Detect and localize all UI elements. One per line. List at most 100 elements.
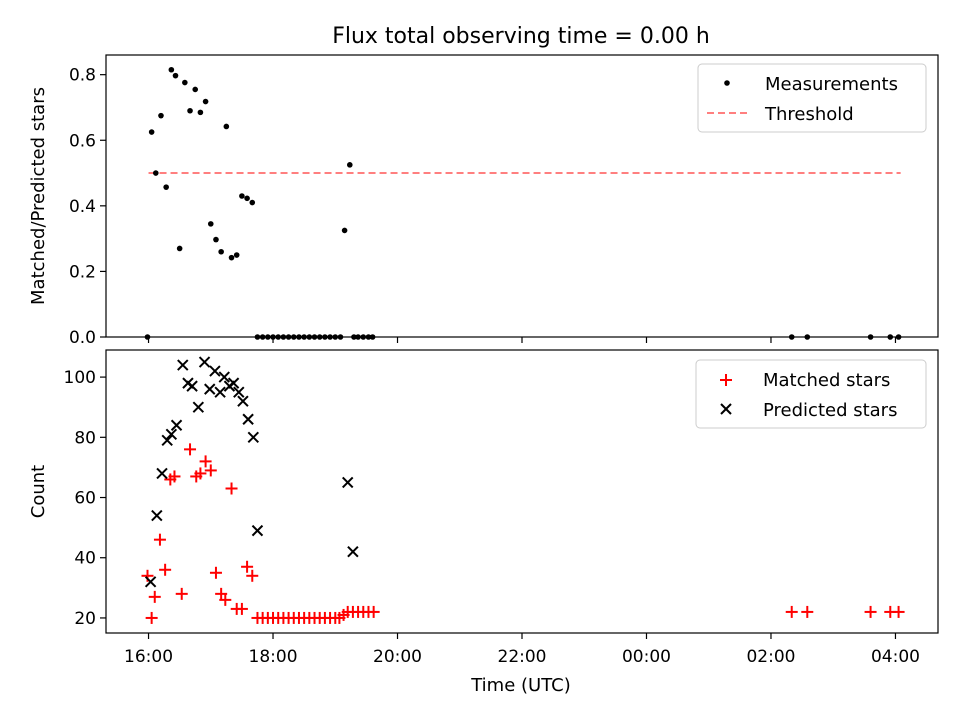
bottom-plot-area <box>141 356 905 624</box>
predicted-star-point <box>151 509 163 522</box>
matched-star-point <box>801 605 814 618</box>
matched-star-point <box>159 563 172 576</box>
matched-star-point <box>785 605 798 618</box>
predicted-star-point <box>242 413 254 425</box>
predicted-star-point <box>198 356 211 368</box>
matched-star-point <box>153 533 166 546</box>
measurement-point <box>148 129 155 135</box>
predicted-star-point <box>218 371 230 383</box>
measurement-point <box>163 184 169 190</box>
y-tick-label: 40 <box>74 549 96 569</box>
matched-star-point <box>209 566 222 579</box>
measurement-point <box>168 66 175 73</box>
measurement-point <box>223 123 230 130</box>
measurement-point <box>233 252 240 258</box>
y-tick-label: 0.6 <box>69 131 96 151</box>
x-tick-label: 16:00 <box>124 647 173 667</box>
measurement-point <box>249 199 256 206</box>
predicted-star-point <box>227 377 240 389</box>
matched-star-point <box>175 587 188 600</box>
legend-predicted-label: Predicted stars <box>763 400 897 421</box>
bottom-axes-frame <box>105 349 939 634</box>
matched-star-point <box>241 560 254 573</box>
predicted-star-point <box>347 546 359 558</box>
matched-star-point <box>892 605 905 618</box>
predicted-star-point <box>177 359 189 371</box>
top-panel-ratio: 0.00.20.40.60.8 Matched/Predicted stars … <box>28 54 939 348</box>
top-y-ticks: 0.0 0.2 0.4 0.6 0.8 <box>69 66 106 348</box>
measurement-point <box>346 162 353 168</box>
measurement-point <box>182 79 188 86</box>
x-tick-label: 22:00 <box>498 647 547 667</box>
measurement-point <box>197 109 204 116</box>
top-y-axis-label: Matched/Predicted stars <box>28 87 49 305</box>
measurement-point <box>244 195 250 202</box>
predicted-star-point <box>342 476 354 489</box>
predicted-star-point <box>170 419 183 431</box>
x-tick-label: 20:00 <box>373 647 422 667</box>
bottom-y-ticks: 20 40 60 80 100 <box>64 368 106 629</box>
predicted-star-point <box>161 434 173 447</box>
x-tick-label: 04:00 <box>871 647 920 667</box>
y-tick-label: 80 <box>74 428 96 448</box>
bottom-y-axis-label: Count <box>28 465 49 518</box>
x-tick-label: 18:00 <box>249 647 298 667</box>
bottom-panel-counts: 20 40 60 80 100 16:00 18:00 20:00 22:00 00:00 02:… <box>28 349 939 696</box>
x-tick-label: 02:00 <box>746 647 795 667</box>
matched-star-point <box>184 443 197 456</box>
legend-measurements-marker <box>724 80 730 86</box>
predicted-star-point <box>251 524 264 537</box>
matched-star-point <box>864 605 877 618</box>
measurement-point <box>158 112 164 119</box>
predicted-star-point <box>209 365 221 377</box>
predicted-star-point <box>237 395 249 407</box>
measurement-point <box>187 107 193 114</box>
measurement-point <box>172 72 179 79</box>
top-legend-box <box>697 63 927 133</box>
matched-star-point <box>199 455 212 468</box>
measurement-point <box>202 98 209 105</box>
top-axes-frame <box>105 54 939 338</box>
matched-star-point <box>225 482 238 495</box>
predicted-star-point <box>233 386 245 398</box>
top-legend: Measurements Threshold <box>697 63 927 133</box>
y-tick-label: 0.2 <box>69 262 96 282</box>
y-tick-label: 0.4 <box>69 197 96 217</box>
bottom-legend-box <box>695 359 927 429</box>
y-tick-label: 20 <box>74 609 96 629</box>
matched-star-point <box>148 590 161 603</box>
measurement-point <box>176 245 183 252</box>
y-tick-label: 60 <box>74 489 96 509</box>
y-tick-label: 0.8 <box>69 66 96 86</box>
measurement-point <box>213 236 219 243</box>
matched-star-point <box>219 593 232 606</box>
y-tick-label: 100 <box>64 368 96 388</box>
chart-title: Flux total observing time = 0.00 h <box>332 24 710 49</box>
predicted-star-point <box>165 428 178 441</box>
predicted-star-point <box>247 431 260 444</box>
y-tick-label: 0.0 <box>69 328 96 348</box>
matched-star-point <box>246 569 259 582</box>
matched-star-point <box>367 605 380 618</box>
measurement-point <box>207 221 214 227</box>
measurement-point <box>218 248 224 255</box>
matched-star-point <box>168 470 181 483</box>
legend-matched-marker <box>720 374 732 386</box>
predicted-star-point <box>156 467 168 480</box>
legend-predicted-marker <box>720 403 732 415</box>
x-axis-label: Time (UTC) <box>470 675 571 696</box>
predicted-star-point <box>144 576 157 588</box>
measurement-point <box>152 170 159 176</box>
bottom-legend: Matched stars Predicted stars <box>695 359 927 429</box>
matched-star-point <box>145 611 158 624</box>
matched-star-point <box>204 464 217 477</box>
legend-threshold-label: Threshold <box>764 104 854 125</box>
legend-measurements-label: Measurements <box>765 74 898 95</box>
bottom-x-ticks: 16:00 18:00 20:00 22:00 00:00 02:00 04:00 <box>124 633 920 667</box>
predicted-star-point <box>204 383 216 395</box>
predicted-star-point <box>214 386 226 398</box>
legend-matched-label: Matched stars <box>763 370 890 391</box>
matched-star-point <box>215 587 228 600</box>
measurement-point <box>341 227 348 234</box>
matched-star-point <box>194 467 207 480</box>
